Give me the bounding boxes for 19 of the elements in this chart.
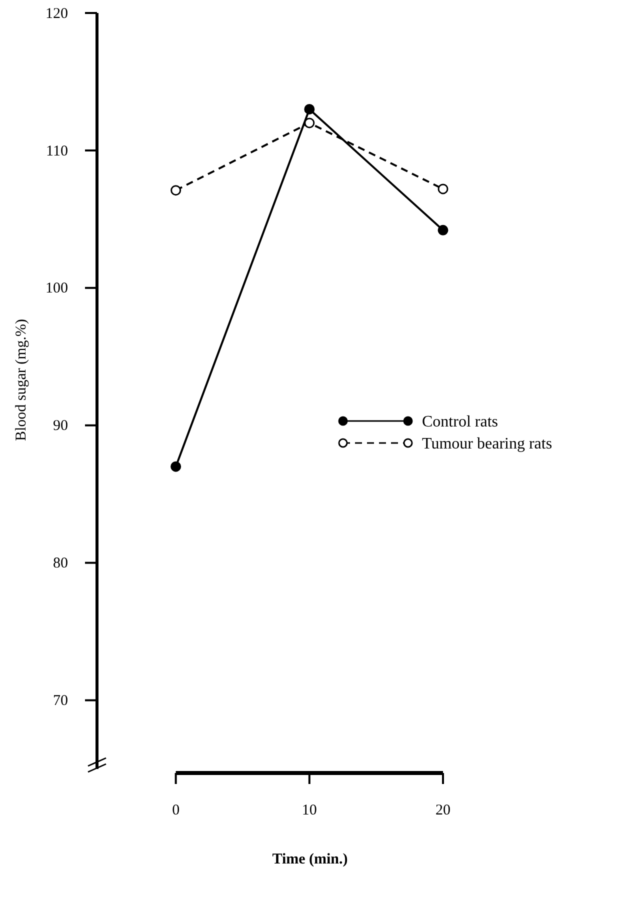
x-axis-title: Time (min.) [272,851,348,868]
x-tick-label: 0 [172,802,180,819]
point [170,185,182,196]
y-tick-label: 100 [46,280,68,297]
y-tick-label: 70 [53,693,68,710]
y-tick-label: 80 [53,556,68,572]
point [438,224,448,236]
point [304,118,315,128]
y-tick-label: 90 [53,418,68,434]
point [438,184,448,194]
y-axis-title: Blood sugar (mg.%) [13,318,30,442]
y-tick-label: 110 [46,143,68,160]
point [170,461,182,472]
y-tick-label: 120 [46,6,68,22]
legend-label: Control rats [422,414,498,431]
x-tick-label: 10 [302,802,317,819]
x-tick-label: 20 [436,802,450,819]
point [304,104,315,114]
legend-label: Tumour bearing rats [422,436,552,453]
